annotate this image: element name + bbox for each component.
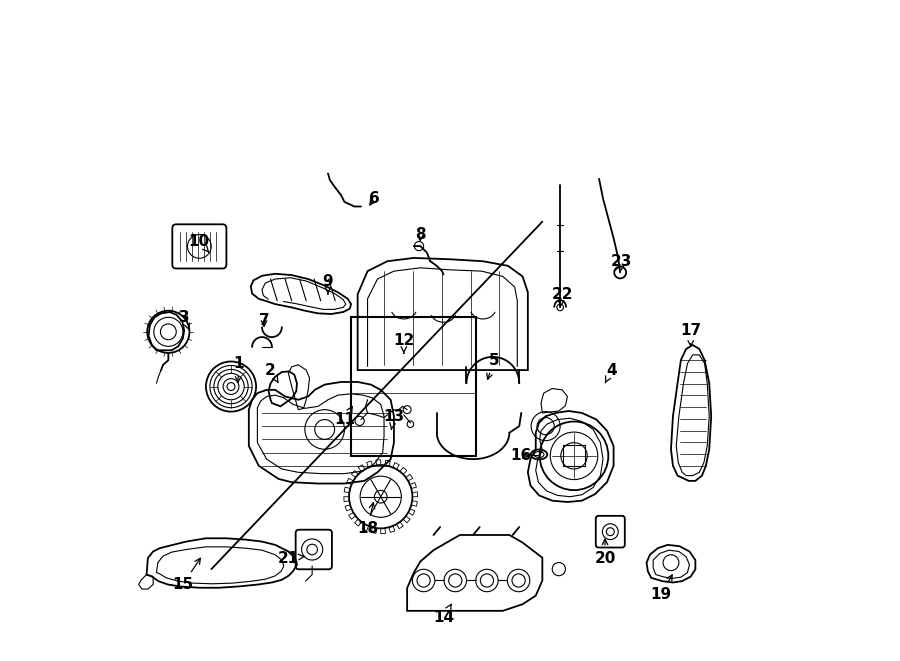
Text: 21: 21 bbox=[278, 551, 305, 566]
Text: 8: 8 bbox=[415, 227, 426, 243]
Text: 22: 22 bbox=[552, 287, 573, 307]
Text: 5: 5 bbox=[487, 353, 500, 379]
Text: 19: 19 bbox=[651, 575, 672, 602]
Text: 23: 23 bbox=[611, 254, 632, 272]
Text: 14: 14 bbox=[433, 604, 454, 625]
Text: 17: 17 bbox=[680, 323, 701, 346]
Text: 9: 9 bbox=[323, 274, 333, 294]
Text: 15: 15 bbox=[172, 559, 201, 592]
Text: 1: 1 bbox=[234, 356, 244, 383]
Text: 3: 3 bbox=[179, 310, 190, 330]
Text: 11: 11 bbox=[334, 407, 355, 427]
Text: 20: 20 bbox=[594, 539, 616, 566]
Text: 13: 13 bbox=[383, 408, 404, 430]
Bar bbox=[563, 446, 585, 467]
Bar bbox=[351, 317, 476, 456]
Text: 16: 16 bbox=[510, 448, 531, 463]
Text: 4: 4 bbox=[605, 363, 617, 383]
Text: 2: 2 bbox=[266, 363, 278, 383]
Text: 10: 10 bbox=[189, 234, 210, 252]
Text: 6: 6 bbox=[369, 191, 380, 206]
Text: 18: 18 bbox=[357, 503, 378, 536]
Text: 12: 12 bbox=[393, 333, 415, 354]
Text: 7: 7 bbox=[258, 313, 269, 328]
